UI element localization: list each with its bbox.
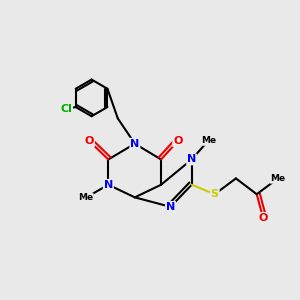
Text: S: S (211, 189, 219, 199)
Text: N: N (187, 154, 196, 164)
Text: Me: Me (201, 136, 216, 145)
Text: Cl: Cl (60, 103, 72, 114)
Text: O: O (85, 136, 94, 146)
Text: N: N (104, 180, 113, 190)
Text: N: N (130, 139, 140, 149)
Text: Me: Me (270, 174, 286, 183)
Text: N: N (166, 202, 175, 212)
Text: Me: Me (78, 194, 93, 202)
Text: O: O (173, 136, 182, 146)
Text: O: O (258, 213, 268, 223)
